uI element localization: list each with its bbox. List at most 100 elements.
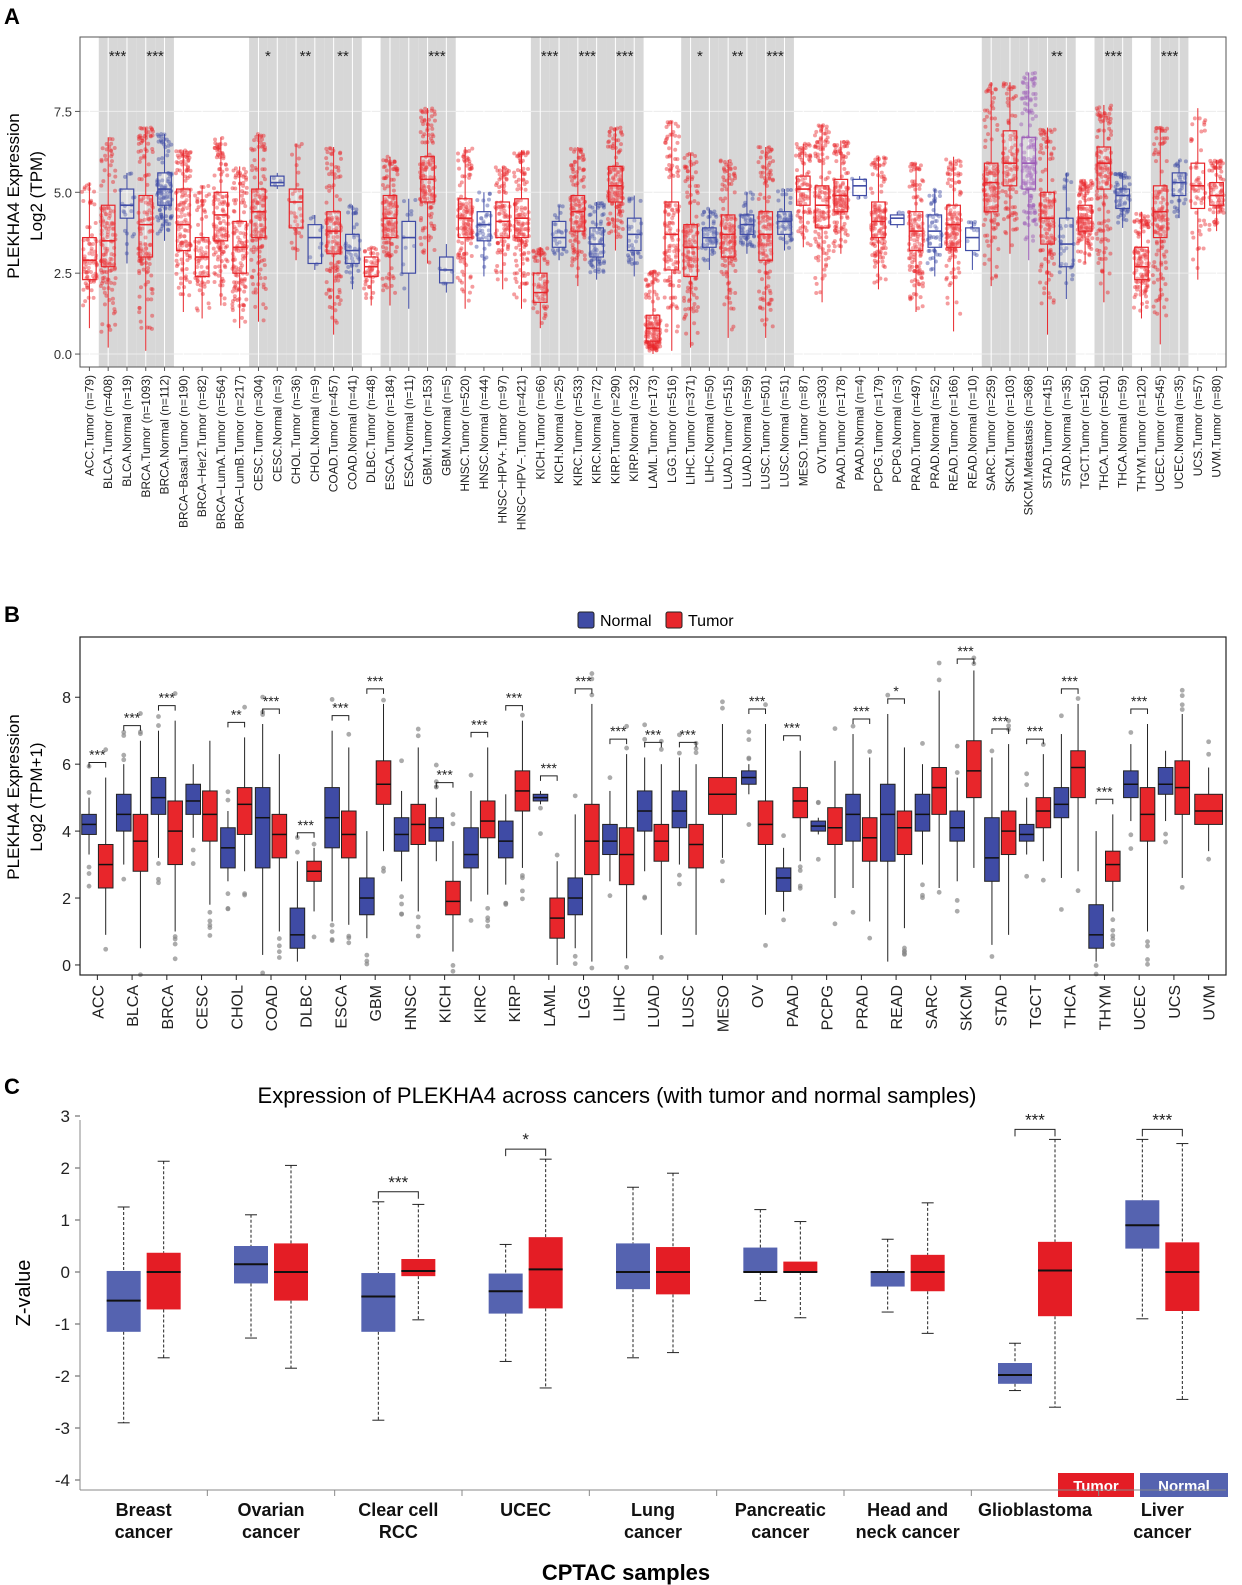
panel-a-point [984,114,989,119]
panel-a-point [195,278,200,283]
panel-a-point [166,199,171,204]
panel-a-point [205,245,210,250]
panel-a-point [948,247,953,252]
panel-a-box [213,191,229,242]
panel-a-point [106,205,111,210]
panel-a-point [729,306,734,311]
panel-a-point [147,229,152,234]
panel-a-point [756,145,761,150]
panel-a-point [243,319,248,324]
panel-a-point [610,217,615,222]
panel-a-point [458,248,463,253]
panel-a-point [123,174,128,179]
panel-a-point [579,178,584,183]
panel-a-point [833,148,838,153]
panel-a-point [787,245,792,250]
panel-a-box [777,211,792,235]
panel-a-point [1013,94,1018,99]
panel-a-point [101,252,106,257]
panel-a-point [823,230,828,235]
panel-a-point [954,162,959,167]
panel-a-point [109,257,114,262]
panel-a-point [944,277,949,282]
panel-a-boxes: *** *** * ** ** *** *** *** *** * ** *** ** *** *** [80,48,1226,355]
panel-a-point [600,213,605,218]
panel-a-point [108,208,113,213]
panel-a-point [150,127,155,132]
panel-a-point [113,276,118,281]
panel-a-point [184,150,189,155]
panel-a-point [344,269,349,274]
panel-a-point [263,275,268,280]
panel-a-point [908,252,913,257]
panel-a-point [693,170,698,175]
panel-a-point [985,233,990,238]
panel-a-point [571,182,576,187]
panel-a-point [1031,80,1036,85]
panel-a-point [89,246,94,251]
panel-a-point [86,238,91,243]
panel-a-point [155,231,160,236]
panel-a-point [552,251,557,256]
panel-a-point [81,198,86,203]
panel-a-point [409,209,414,214]
panel-a-point [420,140,425,145]
panel-a-point [102,260,107,265]
panel-a-significance: ** [300,48,312,65]
panel-a-point [138,251,143,256]
panel-a-point [391,183,396,188]
panel-a-point [795,213,800,218]
panel-a-point [846,141,851,146]
panel-a-point [596,269,601,274]
panel-a-point [157,189,162,194]
panel-a-point [666,305,671,310]
panel-a-point [683,307,688,312]
panel-a-point [677,134,682,139]
panel-a-point [101,206,106,211]
panel-a-point [816,232,821,237]
panel-a-point [204,194,209,199]
panel-a-point [383,282,388,287]
panel-a-point [689,290,694,295]
panel-a-point [99,183,104,188]
panel-a-point [185,153,190,158]
panel-a-point [194,306,199,311]
panel-a-point [846,151,851,156]
panel-a-box [345,233,360,265]
panel-a-box [495,201,511,239]
panel-a-point [346,265,351,270]
panel-a-point [260,167,265,172]
panel-a-point [174,258,179,263]
panel-a-point [572,238,577,243]
panel-a-point [212,173,217,178]
panel-a-significance: * [697,48,703,65]
panel-a-point [159,184,164,189]
panel-a-point [290,246,295,251]
panel-a-point [220,283,225,288]
panel-a-point [146,130,151,135]
panel-a-point [174,149,179,154]
panel-a-point [196,248,201,253]
panel-a-point [816,243,821,248]
panel-a-point [224,244,229,249]
panel-a-point [221,249,226,254]
panel-a-point [112,281,117,286]
panel-a-point [391,188,396,193]
panel-a-point [460,174,465,179]
panel-a-point [693,286,698,291]
panel-a-point [497,177,502,182]
panel-a-point [587,260,592,265]
panel-a-point [186,158,191,163]
panel-a-point [422,235,427,240]
panel-a-point [644,278,649,283]
panel-a-point [109,252,114,257]
panel-a-point [182,219,187,224]
panel-a-point [328,146,333,151]
panel-a-point [501,165,506,170]
panel-a-point [296,156,301,161]
panel-a-point [146,252,151,257]
panel-a-point [972,219,977,224]
panel-a-point [197,258,202,263]
panel-a-point [841,225,846,230]
panel-a-point [1003,200,1008,205]
